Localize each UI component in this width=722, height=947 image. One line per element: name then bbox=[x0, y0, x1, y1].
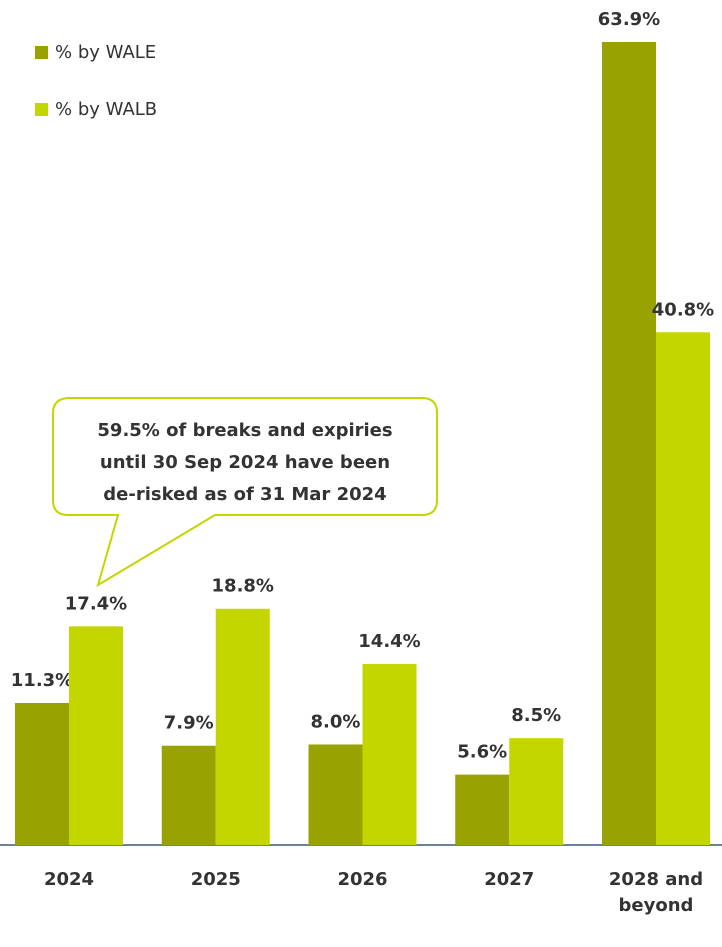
bar bbox=[161, 745, 216, 845]
legend-label: % by WALB bbox=[55, 99, 157, 120]
x-tick-label: 2028 and beyond bbox=[608, 869, 704, 916]
annotation: 59.5% of breaks and expiries bbox=[97, 420, 392, 441]
value-label: 5.6% bbox=[457, 742, 507, 763]
legend-swatch bbox=[35, 103, 48, 116]
value-label: 7.9% bbox=[164, 713, 214, 734]
x-tick-label-box: 2028 and beyond bbox=[608, 869, 704, 916]
value-label: 18.8% bbox=[212, 576, 274, 597]
x-tick-label: 2027 bbox=[484, 869, 535, 890]
bar bbox=[602, 42, 656, 845]
value-label: 11.3% bbox=[11, 670, 73, 691]
x-tick-label: 2024 bbox=[43, 869, 95, 890]
value-label: 14.4% bbox=[358, 631, 420, 652]
x-tick-label-box: 2027 bbox=[484, 869, 535, 890]
bar bbox=[509, 738, 564, 845]
bar bbox=[656, 332, 710, 845]
annotation: de-risked as of 31 Mar 2024 bbox=[103, 484, 386, 505]
legend-label: % by WALE bbox=[55, 42, 156, 63]
bar bbox=[215, 608, 270, 845]
callout-box bbox=[52, 397, 438, 588]
bar bbox=[362, 664, 417, 845]
annotation: until 30 Sep 2024 have been bbox=[100, 452, 390, 473]
bar bbox=[15, 702, 69, 845]
value-label: 40.8% bbox=[652, 299, 714, 320]
bar bbox=[455, 774, 510, 845]
x-tick-label: 2025 bbox=[190, 869, 241, 890]
value-label: 63.9% bbox=[598, 9, 660, 30]
x-tick-label-box: 2026 bbox=[337, 869, 388, 890]
value-label: 8.0% bbox=[311, 711, 361, 732]
x-tick-label-box: 2024 bbox=[43, 869, 95, 890]
bar bbox=[69, 626, 123, 845]
x-tick-label: 2026 bbox=[337, 869, 388, 890]
x-tick-label-box: 2025 bbox=[190, 869, 241, 890]
value-label: 8.5% bbox=[511, 705, 561, 726]
bar bbox=[308, 744, 363, 845]
value-label: 17.4% bbox=[65, 593, 127, 614]
legend-swatch bbox=[35, 46, 48, 59]
